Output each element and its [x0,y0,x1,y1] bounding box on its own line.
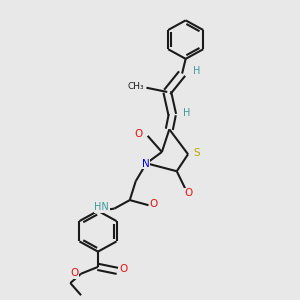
Text: CH₃: CH₃ [128,82,144,91]
Text: N: N [142,159,150,169]
Text: H: H [193,66,200,76]
Text: HN: HN [94,202,109,212]
Text: S: S [193,148,200,158]
Text: O: O [150,199,158,208]
Text: O: O [134,129,142,139]
Text: O: O [70,268,79,278]
Text: O: O [184,188,192,198]
Text: H: H [183,108,190,118]
Text: O: O [120,265,128,275]
